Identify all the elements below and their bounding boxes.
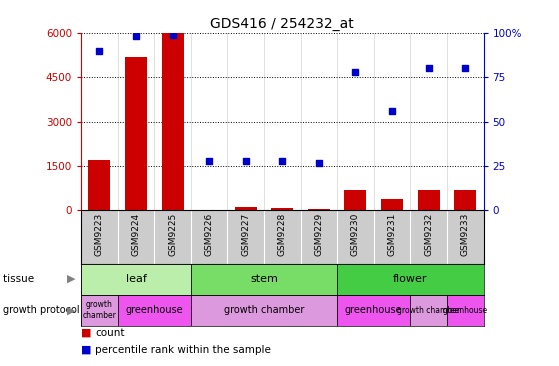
Text: GSM9226: GSM9226 <box>205 213 214 256</box>
Text: ▶: ▶ <box>67 274 75 284</box>
Text: GSM9225: GSM9225 <box>168 213 177 256</box>
Text: greenhouse: greenhouse <box>443 306 488 315</box>
Text: greenhouse: greenhouse <box>125 305 183 315</box>
Bar <box>117 295 191 326</box>
Bar <box>308 209 330 210</box>
Text: percentile rank within the sample: percentile rank within the sample <box>95 344 271 355</box>
Bar <box>81 264 191 295</box>
Bar <box>191 295 337 326</box>
Point <box>95 48 104 54</box>
Text: GSM9230: GSM9230 <box>351 213 360 257</box>
Bar <box>447 295 484 326</box>
Bar <box>271 208 293 210</box>
Text: growth
chamber: growth chamber <box>82 300 116 320</box>
Bar <box>81 295 117 326</box>
Bar <box>337 295 410 326</box>
Text: ■: ■ <box>81 344 92 355</box>
Text: GSM9227: GSM9227 <box>241 213 250 256</box>
Point <box>424 66 433 71</box>
Text: leaf: leaf <box>126 274 146 284</box>
Bar <box>162 33 183 210</box>
Text: GSM9232: GSM9232 <box>424 213 433 256</box>
Bar <box>418 190 439 210</box>
Bar <box>344 190 367 210</box>
Point <box>387 108 396 114</box>
Text: GSM9229: GSM9229 <box>314 213 324 256</box>
Text: ▶: ▶ <box>67 305 75 315</box>
Point <box>314 160 323 165</box>
Bar <box>191 264 337 295</box>
Text: growth chamber: growth chamber <box>397 306 460 315</box>
Text: GSM9228: GSM9228 <box>278 213 287 256</box>
Point <box>351 69 360 75</box>
Text: GSM9233: GSM9233 <box>461 213 470 257</box>
Bar <box>125 57 147 210</box>
Text: greenhouse: greenhouse <box>345 305 402 315</box>
Bar <box>235 207 257 210</box>
Text: count: count <box>95 328 125 338</box>
Bar <box>337 264 484 295</box>
Text: ■: ■ <box>81 328 92 338</box>
Text: flower: flower <box>393 274 428 284</box>
Text: growth protocol: growth protocol <box>3 305 83 315</box>
Point <box>461 66 470 71</box>
Point <box>131 34 140 40</box>
Text: GSM9223: GSM9223 <box>95 213 104 256</box>
Bar <box>381 199 403 210</box>
Point <box>278 158 287 164</box>
Text: tissue: tissue <box>3 274 37 284</box>
Bar <box>454 190 476 210</box>
Bar <box>88 160 110 210</box>
Title: GDS416 / 254232_at: GDS416 / 254232_at <box>210 16 354 30</box>
Text: stem: stem <box>250 274 278 284</box>
Point <box>168 32 177 38</box>
Text: GSM9224: GSM9224 <box>131 213 140 256</box>
Bar <box>410 295 447 326</box>
Point <box>241 158 250 164</box>
Point <box>205 158 214 164</box>
Text: growth chamber: growth chamber <box>224 305 304 315</box>
Text: GSM9231: GSM9231 <box>387 213 396 257</box>
